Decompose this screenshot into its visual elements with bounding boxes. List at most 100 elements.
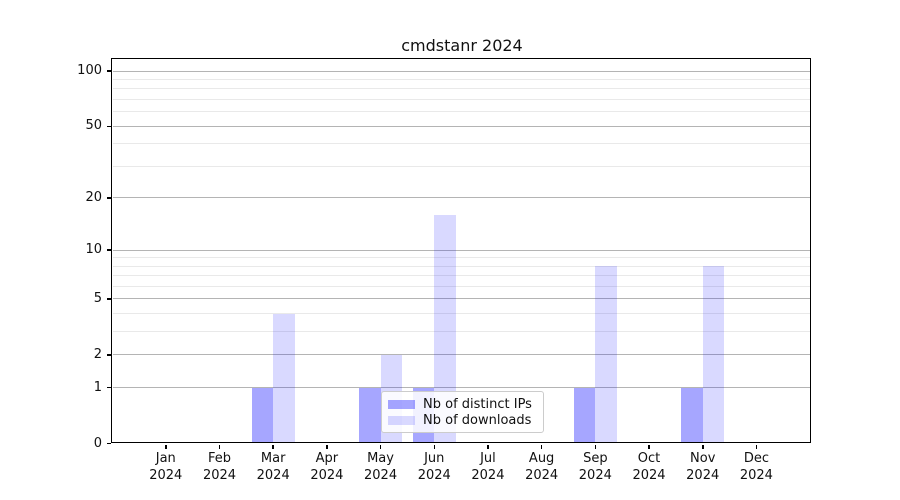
legend-label-distinct-ips: Nb of distinct IPs — [423, 396, 532, 412]
x-tick-Jul — [487, 444, 489, 450]
y-tick-label-2: 2 — [93, 346, 102, 362]
month-label-Feb: Feb — [207, 451, 231, 466]
month-label-Oct: Oct — [637, 451, 661, 466]
month-label-Jan: Jan — [155, 451, 176, 466]
month-label-Mar: Mar — [260, 451, 286, 466]
month-label-Nov: Nov — [690, 451, 716, 466]
x-tick-label-Sep: Sep 2024 — [565, 451, 625, 484]
year-label-Jul: 2024 — [471, 467, 505, 483]
y-tick-1 — [106, 386, 112, 389]
y-tick-label-20: 20 — [85, 189, 102, 205]
bar-downloads-Nov — [702, 266, 725, 444]
bar-downloads-Jun — [434, 214, 456, 444]
y-tick-label-50: 50 — [85, 118, 102, 134]
gridline-minor-7 — [113, 275, 811, 277]
legend-item-downloads: Nb of downloads — [388, 412, 535, 428]
y-tick-100 — [106, 70, 112, 72]
year-label-May: 2024 — [364, 467, 398, 483]
bar-distinct-ips-May — [359, 387, 381, 444]
gridline-minor-6 — [113, 286, 811, 287]
year-label-Jan: 2024 — [149, 467, 183, 483]
gridline-major-50 — [113, 125, 811, 127]
x-tick-Feb — [218, 444, 221, 450]
x-tick-label-Oct: Oct 2024 — [619, 451, 679, 484]
legend-swatch-downloads-icon — [388, 415, 415, 425]
y-tick-20 — [106, 197, 112, 199]
x-tick-Jun — [433, 444, 436, 450]
legend-item-distinct-ips: Nb of distinct IPs — [388, 396, 535, 412]
x-tick-Apr — [326, 444, 328, 450]
x-tick-label-Feb: Feb 2024 — [189, 451, 249, 484]
x-tick-Sep — [594, 444, 597, 450]
y-tick-label-10: 10 — [85, 242, 102, 258]
plot-frame — [111, 58, 811, 444]
x-tick-Dec — [755, 444, 758, 450]
y-tick-label-0: 0 — [93, 435, 102, 451]
y-tick-2 — [106, 354, 112, 356]
x-tick-label-Apr: Apr 2024 — [297, 451, 357, 484]
month-label-May: May — [367, 451, 394, 466]
month-label-Jun: Jun — [424, 451, 445, 466]
year-label-Sep: 2024 — [578, 467, 612, 483]
gridline-major-10 — [113, 249, 811, 251]
gridline-major-5 — [113, 298, 811, 300]
y-tick-50 — [106, 125, 112, 128]
x-tick-Nov — [702, 444, 704, 450]
gridline-minor-40 — [113, 143, 811, 145]
x-tick-label-Jan: Jan 2024 — [136, 451, 196, 484]
gridline-minor-8 — [113, 265, 811, 267]
x-tick-label-Aug: Aug 2024 — [512, 451, 572, 484]
gridline-major-1 — [113, 387, 811, 389]
year-label-Dec: 2024 — [739, 467, 773, 483]
y-tick-5 — [106, 298, 112, 300]
x-tick-label-Nov: Nov 2024 — [673, 451, 733, 484]
x-tick-Aug — [540, 444, 543, 450]
bar-downloads-Mar — [273, 313, 295, 444]
y-tick-label-1: 1 — [93, 379, 102, 395]
x-tick-label-Mar: Mar 2024 — [243, 451, 303, 484]
chart-title: cmdstanr 2024 — [401, 36, 523, 55]
y-tick-0 — [106, 442, 112, 445]
year-label-Nov: 2024 — [686, 467, 720, 483]
year-label-Mar: 2024 — [256, 467, 290, 483]
gridline-minor-30 — [113, 165, 811, 167]
x-tick-label-May: May 2024 — [351, 451, 411, 484]
gridline-minor-4 — [113, 313, 811, 315]
month-label-Dec: Dec — [743, 451, 769, 466]
y-tick-label-100: 100 — [77, 63, 102, 79]
year-label-Oct: 2024 — [632, 467, 666, 483]
gridline-major-100 — [113, 70, 811, 72]
gridline-minor-80 — [113, 88, 811, 90]
month-label-Jul: Jul — [480, 451, 496, 466]
bar-distinct-ips-Mar — [251, 387, 274, 444]
year-label-Aug: 2024 — [525, 467, 559, 483]
legend-swatch-distinct-ips-icon — [388, 399, 415, 409]
gridline-minor-90 — [113, 79, 811, 81]
year-label-Jun: 2024 — [417, 467, 451, 483]
gridline-minor-9 — [113, 257, 811, 259]
year-label-Apr: 2024 — [310, 467, 344, 483]
gridline-minor-70 — [113, 99, 811, 101]
year-label-Feb: 2024 — [202, 467, 237, 483]
bar-distinct-ips-Sep — [573, 387, 596, 444]
month-label-Apr: Apr — [315, 451, 339, 466]
x-tick-label-Jul: Jul 2024 — [458, 451, 518, 484]
gridline-minor-60 — [113, 111, 811, 113]
legend-label-downloads: Nb of downloads — [423, 412, 532, 428]
x-tick-label-Dec: Dec 2024 — [726, 451, 786, 484]
legend: Nb of distinct IPs Nb of downloads — [381, 391, 544, 433]
gridline-minor-3 — [113, 331, 811, 333]
y-tick-10 — [106, 249, 112, 251]
month-label-Sep: Sep — [583, 451, 608, 466]
x-tick-Jan — [165, 444, 167, 450]
x-tick-Oct — [648, 444, 650, 450]
bar-downloads-Sep — [595, 266, 617, 444]
x-tick-Mar — [272, 444, 274, 450]
x-tick-May — [379, 444, 382, 450]
bar-distinct-ips-Nov — [681, 387, 703, 444]
x-tick-label-Jun: Jun 2024 — [404, 451, 464, 484]
y-tick-label-5: 5 — [93, 290, 102, 306]
gridline-major-2 — [113, 354, 811, 356]
month-label-Aug: Aug — [528, 451, 555, 466]
